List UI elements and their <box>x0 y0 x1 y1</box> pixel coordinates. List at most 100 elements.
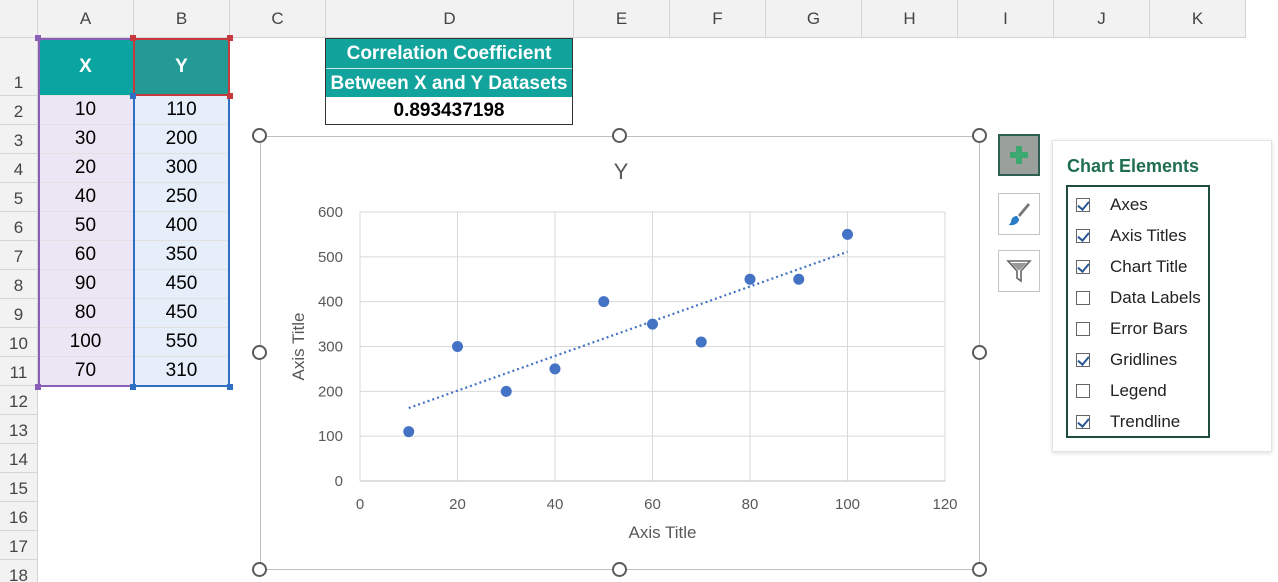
select-all-corner[interactable] <box>0 0 38 38</box>
checkbox[interactable] <box>1076 259 1090 274</box>
chart-styles-button[interactable] <box>998 193 1040 235</box>
y-value-cell[interactable]: 200 <box>134 125 230 154</box>
x-value-cell[interactable]: 40 <box>38 183 134 212</box>
chart-resize-handle[interactable] <box>612 562 627 577</box>
option-axes[interactable]: Axes <box>1076 189 1148 220</box>
x-value-cell[interactable]: 20 <box>38 154 134 183</box>
y-tick-label: 300 <box>318 339 343 356</box>
correlation-header[interactable]: Correlation Coefficient Between X and Y … <box>326 39 572 97</box>
row-header-3[interactable]: 3 <box>0 125 38 154</box>
option-legend[interactable]: Legend <box>1076 375 1167 406</box>
row-header-6[interactable]: 6 <box>0 212 38 241</box>
column-header-k[interactable]: K <box>1150 0 1246 38</box>
row-header-13[interactable]: 13 <box>0 415 38 444</box>
x-value-cell[interactable]: 30 <box>38 125 134 154</box>
x-value-cell[interactable]: 90 <box>38 270 134 299</box>
header-x[interactable]: X <box>38 38 134 96</box>
checkbox[interactable] <box>1076 383 1090 398</box>
row-header-2[interactable]: 2 <box>0 96 38 125</box>
y-value-cell[interactable]: 450 <box>134 299 230 328</box>
chart-resize-handle[interactable] <box>972 562 987 577</box>
row-header-18[interactable]: 18 <box>0 560 38 582</box>
column-header-b[interactable]: B <box>134 0 230 38</box>
row-header-1[interactable]: 1 <box>0 38 38 96</box>
y-tick-label: 600 <box>318 204 343 221</box>
correlation-value[interactable]: 0.893437198 <box>393 99 505 121</box>
x-value-cell[interactable]: 50 <box>38 212 134 241</box>
row-header-7[interactable]: 7 <box>0 241 38 270</box>
y-tick-label: 500 <box>318 249 343 266</box>
column-header-h[interactable]: H <box>862 0 958 38</box>
flyout-title: Chart Elements <box>1067 156 1200 176</box>
y-value-cell[interactable]: 300 <box>134 154 230 183</box>
x-value-cell[interactable]: 80 <box>38 299 134 328</box>
plus-icon <box>1010 146 1028 164</box>
x-value-cell[interactable]: 100 <box>38 328 134 357</box>
chart-title: Y <box>614 159 629 184</box>
chart-resize-handle[interactable] <box>612 128 627 143</box>
funnel-icon <box>1006 260 1032 283</box>
checkbox[interactable] <box>1076 197 1090 212</box>
header-y[interactable]: Y <box>134 38 230 96</box>
row-header-9[interactable]: 9 <box>0 299 38 328</box>
scatter-chart[interactable]: 0 20 40 60 80 100 120 0 100 200 300 400 500 600 Y Axis … <box>260 136 980 570</box>
y-value-cell[interactable]: 550 <box>134 328 230 357</box>
chart-resize-handle[interactable] <box>252 128 267 143</box>
row-header-11[interactable]: 11 <box>0 357 38 386</box>
checkbox[interactable] <box>1076 290 1090 305</box>
column-header-a[interactable]: A <box>38 0 134 38</box>
data-point <box>793 273 805 285</box>
option-data-labels[interactable]: Data Labels <box>1076 282 1201 313</box>
y-axis-title: Axis Title <box>289 312 308 380</box>
column-header-f[interactable]: F <box>670 0 766 38</box>
chart-resize-handle[interactable] <box>252 345 267 360</box>
x-tick-label: 60 <box>644 496 661 513</box>
column-header-g[interactable]: G <box>766 0 862 38</box>
column-header-d[interactable]: D <box>326 0 574 38</box>
row-header-15[interactable]: 15 <box>0 473 38 502</box>
chart-elements-flyout: Chart Elements Axes Axis Titles Chart Titl… <box>1052 140 1272 452</box>
option-axis-titles[interactable]: Axis Titles <box>1076 220 1187 251</box>
column-header-j[interactable]: J <box>1054 0 1150 38</box>
x-value-cell[interactable]: 60 <box>38 241 134 270</box>
row-header-10[interactable]: 10 <box>0 328 38 357</box>
row-header-16[interactable]: 16 <box>0 502 38 531</box>
x-tick-label: 40 <box>547 496 564 513</box>
chart-filters-button[interactable] <box>998 250 1040 292</box>
y-value-cell[interactable]: 400 <box>134 212 230 241</box>
checkbox[interactable] <box>1076 228 1090 243</box>
row-header-14[interactable]: 14 <box>0 444 38 473</box>
data-point <box>647 318 658 330</box>
x-value-cell[interactable]: 70 <box>38 357 134 386</box>
column-header-c[interactable]: C <box>230 0 326 38</box>
checkbox[interactable] <box>1076 321 1090 336</box>
column-header-i[interactable]: I <box>958 0 1054 38</box>
y-value-cell[interactable]: 450 <box>134 270 230 299</box>
chart-resize-handle[interactable] <box>972 128 987 143</box>
row-header-8[interactable]: 8 <box>0 270 38 299</box>
y-value-cell[interactable]: 110 <box>134 96 230 125</box>
x-axis-title: Axis Title <box>628 523 696 542</box>
y-value-cell[interactable]: 310 <box>134 357 230 386</box>
y-tick-label: 200 <box>318 383 343 400</box>
row-header-12[interactable]: 12 <box>0 386 38 415</box>
option-error-bars[interactable]: Error Bars <box>1076 313 1187 344</box>
column-header-e[interactable]: E <box>574 0 670 38</box>
data-point <box>549 363 561 375</box>
row-header-4[interactable]: 4 <box>0 154 38 183</box>
chart-resize-handle[interactable] <box>252 562 267 577</box>
option-trendline[interactable]: Trendline <box>1076 406 1180 437</box>
y-value-cell[interactable]: 250 <box>134 183 230 212</box>
data-point <box>695 336 707 348</box>
row-header-17[interactable]: 17 <box>0 531 38 560</box>
chart-elements-button[interactable] <box>998 134 1040 176</box>
chart-resize-handle[interactable] <box>972 345 987 360</box>
checkbox[interactable] <box>1076 414 1090 429</box>
row-header-5[interactable]: 5 <box>0 183 38 212</box>
option-gridlines[interactable]: Gridlines <box>1076 344 1177 375</box>
option-label: Trendline <box>1110 411 1181 431</box>
checkbox[interactable] <box>1076 352 1090 367</box>
x-value-cell[interactable]: 10 <box>38 96 134 125</box>
option-chart-title[interactable]: Chart Title <box>1076 251 1187 282</box>
y-value-cell[interactable]: 350 <box>134 241 230 270</box>
